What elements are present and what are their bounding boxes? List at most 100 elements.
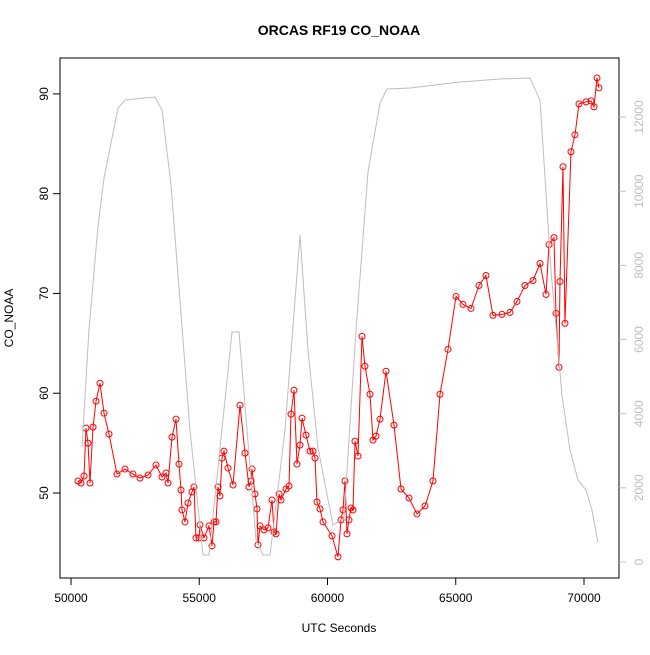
data-point bbox=[214, 483, 222, 491]
y-tick-label: 70 bbox=[37, 286, 51, 300]
data-point bbox=[236, 401, 244, 409]
x-tick-label: 55000 bbox=[183, 591, 217, 605]
x-axis-label: UTC Seconds bbox=[302, 621, 377, 635]
data-point bbox=[571, 131, 579, 139]
data-point bbox=[550, 234, 558, 242]
data-point bbox=[459, 300, 467, 308]
y2-tick-label: 12000 bbox=[632, 100, 646, 134]
data-point bbox=[306, 447, 314, 455]
data-point bbox=[552, 309, 560, 317]
data-point bbox=[175, 460, 183, 468]
data-point bbox=[172, 415, 180, 423]
data-point bbox=[334, 553, 342, 561]
data-point bbox=[256, 522, 264, 530]
data-point bbox=[210, 518, 218, 526]
y2-tick-label: 10000 bbox=[632, 174, 646, 208]
data-point bbox=[84, 439, 92, 447]
y-tick-label: 90 bbox=[37, 87, 51, 101]
data-point bbox=[285, 482, 293, 490]
data-point bbox=[86, 479, 94, 487]
y-axis-label: CO_NOAA bbox=[2, 289, 16, 348]
data-point bbox=[296, 441, 304, 449]
data-point bbox=[275, 490, 283, 498]
data-point bbox=[224, 464, 232, 472]
data-point bbox=[181, 518, 189, 526]
data-point bbox=[89, 423, 97, 431]
data-point bbox=[293, 460, 301, 468]
data-point bbox=[311, 454, 319, 462]
data-point bbox=[328, 532, 336, 540]
data-point bbox=[354, 452, 362, 460]
data-point bbox=[506, 308, 514, 316]
data-point bbox=[343, 530, 351, 538]
data-point bbox=[105, 430, 113, 438]
y-tick-label: 80 bbox=[37, 187, 51, 201]
data-point bbox=[347, 504, 355, 512]
data-point bbox=[498, 310, 506, 318]
data-point bbox=[129, 470, 137, 478]
data-point bbox=[316, 505, 324, 513]
data-point bbox=[136, 474, 144, 482]
data-point bbox=[298, 414, 306, 422]
chart-title: ORCAS RF19 CO_NOAA bbox=[258, 22, 421, 38]
data-point bbox=[345, 516, 353, 524]
data-point bbox=[144, 471, 152, 479]
data-point bbox=[184, 499, 192, 507]
data-point bbox=[277, 496, 285, 504]
data-point bbox=[436, 390, 444, 398]
data-point bbox=[121, 465, 129, 473]
y2-tick-label: 0 bbox=[632, 558, 646, 565]
data-point bbox=[313, 498, 321, 506]
x-tick-label: 50000 bbox=[54, 591, 88, 605]
data-point bbox=[595, 84, 603, 92]
data-point bbox=[513, 297, 521, 305]
data-point bbox=[366, 390, 374, 398]
data-point bbox=[260, 526, 268, 534]
data-point bbox=[92, 397, 100, 405]
data-point bbox=[96, 379, 104, 387]
data-point bbox=[372, 432, 380, 440]
y-tick-label: 60 bbox=[37, 386, 51, 400]
data-point bbox=[220, 447, 228, 455]
data-point bbox=[100, 409, 108, 417]
data-point bbox=[113, 470, 121, 478]
data-point bbox=[444, 345, 452, 353]
data-point bbox=[482, 271, 490, 279]
data-point bbox=[309, 447, 317, 455]
data-point bbox=[195, 534, 203, 542]
data-point bbox=[582, 98, 590, 106]
data-point bbox=[489, 311, 497, 319]
data-point bbox=[190, 483, 198, 491]
data-point bbox=[556, 277, 564, 285]
data-point bbox=[302, 431, 310, 439]
data-point bbox=[192, 534, 200, 542]
data-point bbox=[561, 319, 569, 327]
data-point bbox=[382, 367, 390, 375]
y-tick-label: 50 bbox=[37, 486, 51, 500]
data-point bbox=[168, 433, 176, 441]
data-point bbox=[80, 472, 88, 480]
data-point bbox=[351, 437, 359, 445]
data-point bbox=[376, 415, 384, 423]
data-point bbox=[349, 506, 357, 514]
plot-frame bbox=[59, 57, 620, 579]
data-point bbox=[536, 260, 544, 268]
data-point bbox=[452, 292, 460, 300]
data-point bbox=[158, 473, 166, 481]
data-point bbox=[229, 481, 237, 489]
data-point bbox=[587, 97, 595, 105]
y2-tick-label: 4000 bbox=[632, 400, 646, 427]
data-point bbox=[248, 465, 256, 473]
data-point bbox=[429, 477, 437, 485]
data-point bbox=[593, 74, 601, 82]
data-point bbox=[152, 461, 160, 469]
data-point bbox=[475, 281, 483, 289]
data-point bbox=[529, 276, 537, 284]
data-point bbox=[241, 449, 249, 457]
data-point bbox=[268, 496, 276, 504]
data-point bbox=[521, 281, 529, 289]
series-line bbox=[81, 77, 599, 556]
data-point bbox=[254, 541, 262, 549]
data-point bbox=[421, 502, 429, 510]
